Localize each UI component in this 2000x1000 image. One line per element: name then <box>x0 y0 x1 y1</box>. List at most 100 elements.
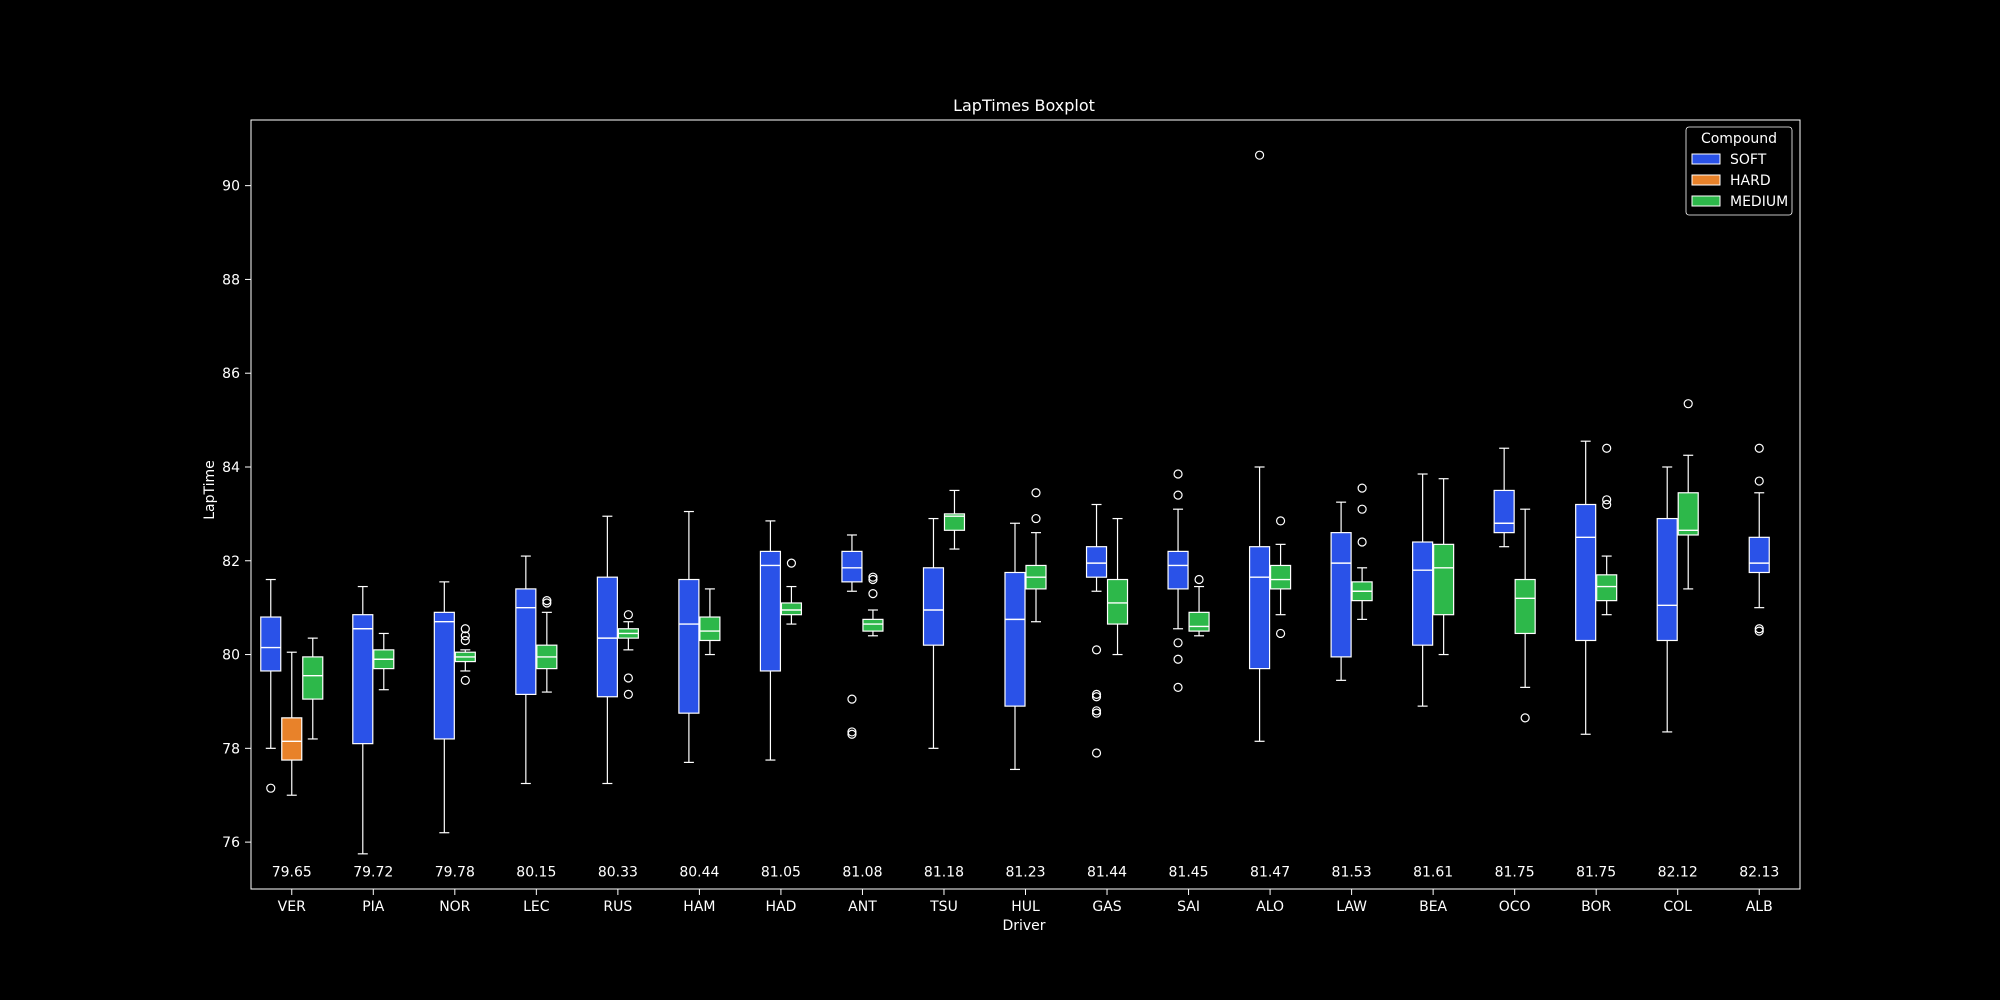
box-group-alb <box>1748 443 1770 636</box>
box-outlier <box>1031 513 1041 524</box>
box-outlier <box>623 689 633 700</box>
x-tick-label: ALO <box>1256 899 1284 915</box>
legend-label-soft: SOFT <box>1730 152 1767 168</box>
median-label: 81.75 <box>1576 865 1616 881</box>
box-group-col <box>1656 399 1699 733</box>
median-label: 80.33 <box>598 865 638 881</box>
box-soft <box>1493 489 1515 534</box>
y-tick-label: 88 <box>222 272 240 288</box>
box-medium <box>780 602 803 616</box>
legend-frame <box>1685 126 1793 216</box>
median-label: 79.78 <box>435 865 475 881</box>
box-outlier <box>1602 443 1612 453</box>
box-outlier <box>623 673 633 683</box>
box-group-gas <box>1085 503 1129 758</box>
x-axis-ticks: VER PIA NOR LEC RUS HAM HAD ANT TSU HUL GAS SAI ALO L… <box>278 889 1773 915</box>
x-tick-label: GAS <box>1092 899 1121 915</box>
box-group-nor <box>433 581 476 834</box>
x-tick-label: PIA <box>362 899 385 915</box>
box-outlier <box>460 635 470 646</box>
box-group-lec <box>515 555 558 785</box>
median-label: 81.61 <box>1413 865 1453 881</box>
box-medium <box>1188 611 1210 632</box>
box-medium <box>862 618 884 632</box>
legend-label-medium: MEDIUM <box>1730 194 1788 210</box>
median-label: 81.08 <box>842 865 882 881</box>
box-group-sai <box>1167 469 1210 692</box>
legend-label-hard: HARD <box>1730 173 1771 189</box>
plot-frame <box>250 119 1801 890</box>
box-medium <box>1514 578 1536 635</box>
y-tick-label: 86 <box>222 366 240 382</box>
box-outlier <box>868 574 878 585</box>
box-soft <box>1330 532 1352 658</box>
box-group-ham <box>678 510 721 763</box>
x-axis-label: Driver <box>1002 918 1045 934</box>
box-soft <box>1575 503 1597 642</box>
median-label: 82.13 <box>1739 865 1779 881</box>
box-soft <box>352 614 374 745</box>
box-outlier <box>1091 692 1102 702</box>
median-label: 79.65 <box>272 865 312 881</box>
box-outlier <box>1254 150 1265 160</box>
box-soft <box>596 576 618 698</box>
box-soft <box>433 611 455 740</box>
box-group-tsu <box>922 489 966 749</box>
box-soft <box>1085 546 1108 578</box>
median-label: 81.05 <box>761 865 801 881</box>
x-tick-label: OCO <box>1499 899 1531 915</box>
box-outlier <box>1194 574 1204 585</box>
box-outlier <box>266 783 276 793</box>
median-label: 81.45 <box>1169 865 1209 881</box>
box-outlier <box>1520 713 1530 723</box>
box-group-law <box>1330 483 1373 681</box>
y-tick-label: 90 <box>222 179 240 195</box>
y-axis-label: LapTime <box>202 460 218 520</box>
box-outlier <box>1173 638 1183 648</box>
box-group-ver <box>260 578 324 796</box>
box-outlier <box>1602 499 1612 510</box>
x-tick-label: VER <box>278 899 306 915</box>
box-outlier <box>1091 748 1102 758</box>
y-axis-ticks: 76 78 80 82 84 86 88 90 <box>222 179 251 851</box>
box-soft <box>1167 550 1189 590</box>
x-tick-label: LEC <box>523 899 550 915</box>
legend-items: SOFT HARD MEDIUM <box>1691 152 1788 210</box>
box-soft <box>1656 517 1678 642</box>
median-labels: 79.65 79.72 79.78 80.15 80.33 80.44 81.05 81.08… <box>272 865 1780 881</box>
box-soft <box>260 616 282 672</box>
box-group-ant <box>841 534 884 739</box>
box-outlier <box>1091 689 1102 700</box>
legend-swatch-soft <box>1691 153 1721 165</box>
box-group-bor <box>1575 440 1618 735</box>
legend-title: Compound <box>1701 131 1777 147</box>
x-tick-label: BEA <box>1419 899 1447 915</box>
x-tick-label: ALB <box>1746 899 1773 915</box>
box-group-alo <box>1248 150 1292 742</box>
median-label: 79.72 <box>353 865 393 881</box>
box-outlier <box>1275 516 1286 526</box>
box-outlier <box>460 631 470 641</box>
box-outlier <box>1683 399 1693 409</box>
box-outlier <box>1173 654 1183 664</box>
box-soft <box>1248 546 1271 670</box>
box-outlier <box>460 675 470 685</box>
box-soft <box>841 550 863 583</box>
y-tick-label: 84 <box>222 460 240 476</box>
box-group-rus <box>596 515 639 785</box>
x-tick-label: SAI <box>1177 899 1200 915</box>
box-outlier <box>1754 443 1764 453</box>
box-outlier <box>868 572 878 582</box>
median-label: 82.12 <box>1658 865 1698 881</box>
box-soft <box>922 567 945 646</box>
box-medium <box>943 513 966 531</box>
box-group-bea <box>1412 473 1455 707</box>
box-outlier <box>1357 504 1367 514</box>
legend: Compound SOFT HARD MEDIUM <box>1685 126 1793 216</box>
box-outlier <box>542 598 552 608</box>
box-hard <box>281 717 303 761</box>
box-soft <box>1748 536 1770 574</box>
box-outlier <box>847 694 857 704</box>
box-outlier <box>868 588 878 599</box>
